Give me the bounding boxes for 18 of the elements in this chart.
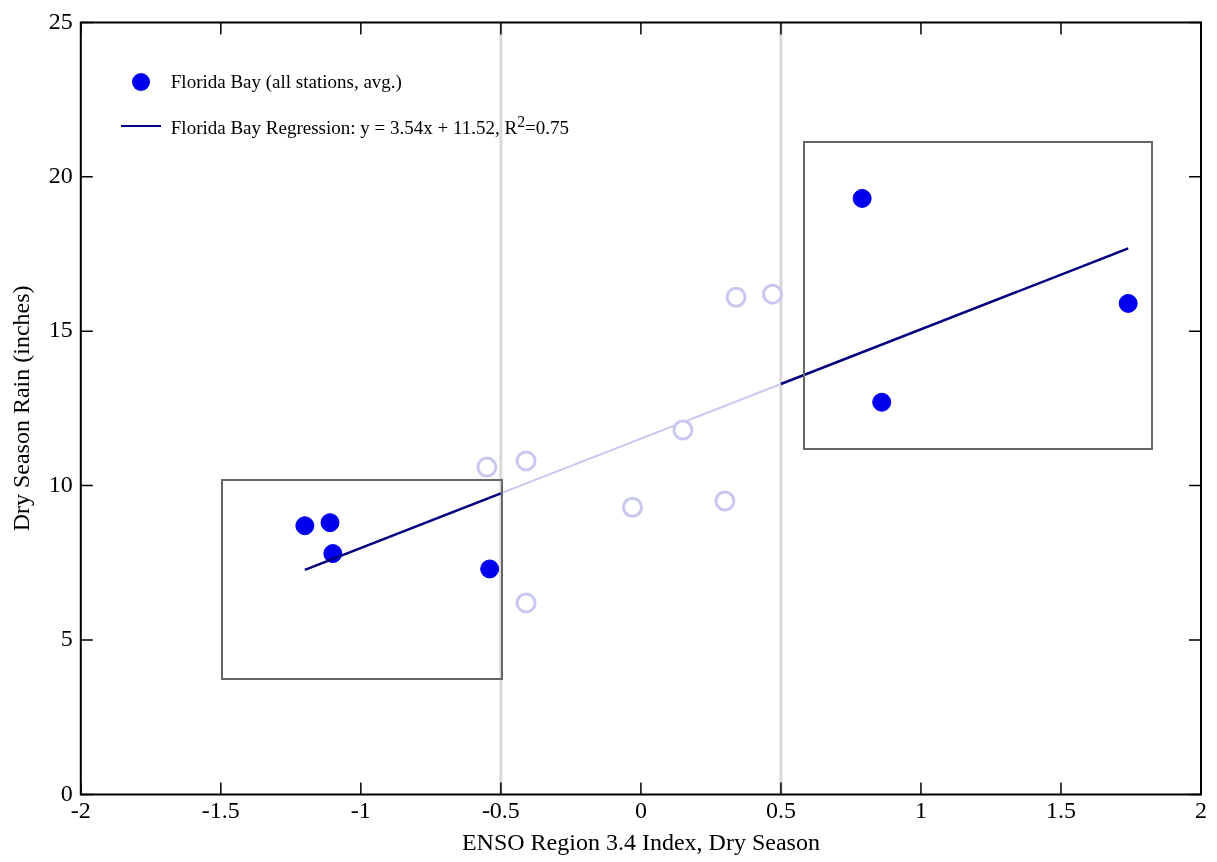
y-tick-label: 0 — [60, 779, 73, 806]
legend-label: Florida Bay Regression: y = 3.54x + 11.52, R$^{2}$=0.75 — [170, 112, 570, 141]
y-tick-label: 15 — [48, 316, 73, 343]
x-tick-label: 1 — [914, 797, 927, 824]
y-axis-title: Dry Season Rain (inches) — [7, 285, 34, 532]
y-tick-label: 20 — [48, 162, 73, 189]
x-tick-label: 0 — [634, 797, 647, 824]
legend-label: Florida Bay (all stations, avg.) — [170, 70, 402, 95]
x-tick-label: -1.5 — [201, 797, 240, 824]
y-tick-label: 5 — [60, 625, 73, 652]
x-axis-title: ENSO Region 3.4 Index, Dry Season — [461, 828, 820, 855]
y-tick-label: 25 — [48, 7, 73, 34]
x-tick-label: 2 — [1195, 797, 1207, 824]
x-tick-label: 1.5 — [1045, 797, 1076, 824]
x-tick-label: -1 — [350, 797, 371, 824]
x-tick-label: 0.5 — [765, 797, 796, 824]
y-tick-label: 10 — [48, 470, 73, 497]
x-tick-label: -0.5 — [481, 797, 520, 824]
